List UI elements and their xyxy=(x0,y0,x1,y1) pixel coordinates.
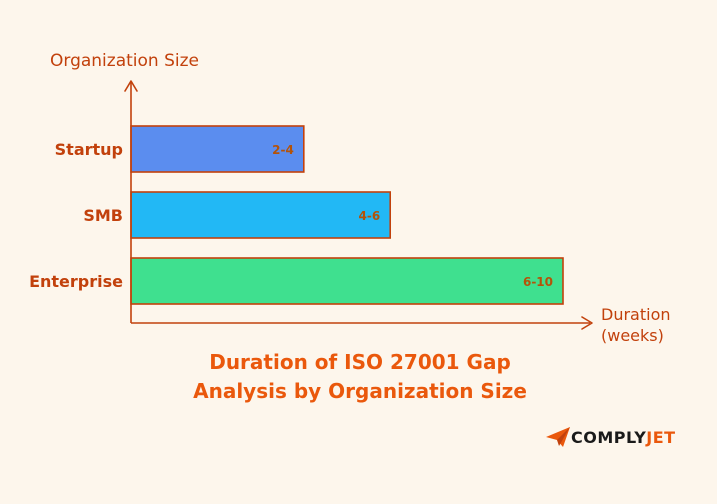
axes xyxy=(124,80,593,330)
chart-title-line-1: Duration of ISO 27001 Gap xyxy=(209,350,511,374)
category-label-enterprise: Enterprise xyxy=(29,272,123,291)
bar-smb xyxy=(130,191,392,239)
x-axis-label-line-2: (weeks) xyxy=(601,326,664,345)
y-axis-label: Organization Size xyxy=(50,51,199,71)
paper-plane-icon xyxy=(546,427,570,447)
x-axis-arrow xyxy=(581,316,593,330)
chart-title-line-2: Analysis by Organization Size xyxy=(193,379,527,403)
value-labels: 2-4 4-6 6-10 xyxy=(272,143,553,289)
brand-name-part2: JET xyxy=(646,427,676,447)
category-label-startup: Startup xyxy=(55,140,123,159)
value-label-enterprise: 6-10 xyxy=(523,275,553,289)
brand-logo: COMPLYJET xyxy=(545,424,676,450)
y-axis-arrow xyxy=(124,80,138,92)
bar-startup xyxy=(130,125,305,173)
chart-title: Duration of ISO 27001 Gap Analysis by Or… xyxy=(150,348,570,406)
bar-enterprise xyxy=(130,257,564,305)
x-axis-label: Duration (weeks) xyxy=(601,304,711,346)
category-label-smb: SMB xyxy=(83,206,123,225)
brand-name: COMPLYJET xyxy=(571,428,676,447)
brand-name-part1: COMPLY xyxy=(571,427,647,447)
value-label-startup: 2-4 xyxy=(272,143,294,157)
category-labels: Startup SMB Enterprise xyxy=(29,140,123,291)
bars-group xyxy=(130,125,564,305)
value-label-smb: 4-6 xyxy=(359,209,381,223)
x-axis-label-line-1: Duration xyxy=(601,305,671,324)
